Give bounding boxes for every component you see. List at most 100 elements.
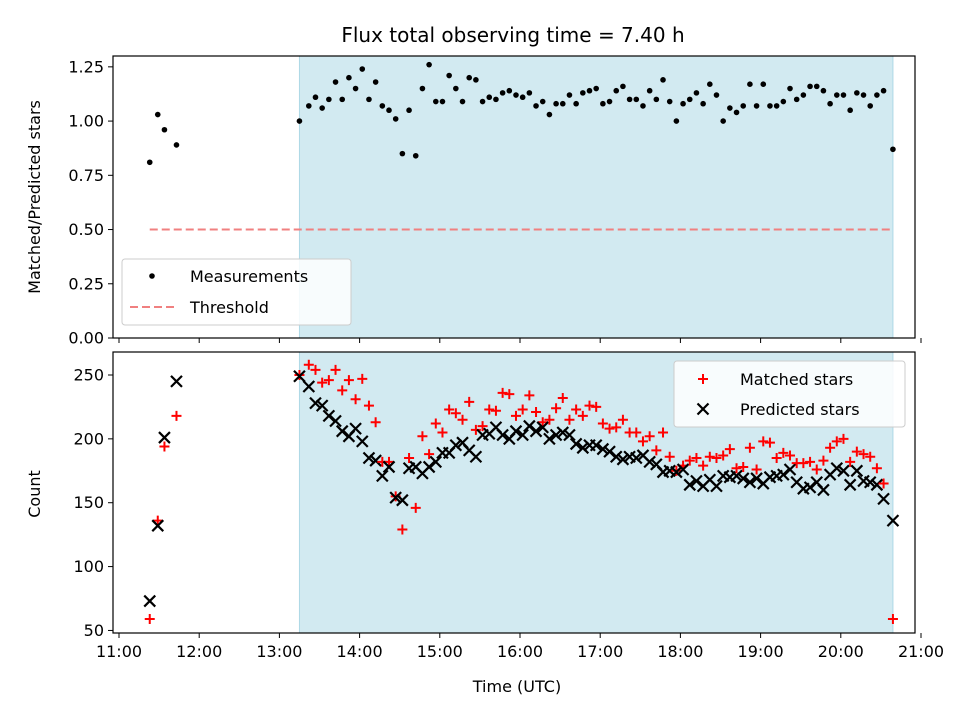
matched-star-point (871, 463, 882, 474)
matched-star-point (537, 417, 548, 428)
predicted-star-point (616, 453, 630, 466)
y-tick-label: 100 (73, 557, 104, 576)
matched-star-point (350, 394, 361, 405)
measurement-point (773, 103, 780, 109)
matched-star-point (343, 375, 354, 386)
matched-star-point (397, 524, 408, 535)
measurement-point (499, 90, 506, 96)
y-tick-label: 0.50 (68, 220, 104, 239)
y-tick-label: 150 (73, 493, 104, 512)
predicted-star-point (643, 455, 656, 469)
measurement-point (386, 107, 392, 114)
predicted-star-point (830, 461, 844, 475)
matched-star-point (738, 461, 749, 472)
measurement-point (640, 103, 646, 109)
measurement-point (867, 103, 874, 109)
measurement-point (366, 96, 372, 103)
matched-star-point (303, 359, 314, 370)
matched-star-point (531, 407, 542, 418)
predicted-star-point (496, 428, 509, 442)
measurement-point (379, 103, 386, 109)
matched-star-point (424, 449, 435, 460)
measurement-point (506, 87, 513, 94)
measurement-point (666, 98, 673, 105)
predicted-star-point (529, 424, 543, 438)
predicted-star-point (543, 432, 556, 446)
matched-star-point (845, 456, 856, 467)
measurement-point (646, 87, 653, 94)
measurement-point (780, 98, 787, 105)
measurement-point (332, 79, 339, 85)
matched-star-point (370, 417, 381, 428)
matched-star-point (858, 449, 869, 460)
predicted-star-point (603, 445, 616, 458)
predicted-star-point (315, 399, 329, 412)
predicted-star-point (563, 428, 576, 442)
matched-star-point (504, 389, 515, 400)
predicted-star-point (389, 491, 402, 504)
top-y-axis-label: Matched/Predicted stars (25, 100, 44, 294)
matched-star-point (691, 453, 702, 464)
predicted-star-point (589, 438, 603, 452)
predicted-star-point (523, 419, 536, 433)
measurement-point (613, 87, 620, 94)
matched-star-point (711, 453, 722, 464)
measurement-point (860, 92, 867, 98)
measurement-point (173, 142, 180, 148)
matched-star-point (684, 455, 695, 466)
predicted-star-point (676, 463, 690, 476)
x-tick-label: 14:00 (337, 642, 383, 661)
measurement-point (686, 96, 693, 103)
chart-title: Flux total observing time = 7.40 h (341, 23, 684, 47)
matched-star-point (524, 390, 535, 401)
matched-star-point (771, 453, 782, 464)
measurement-point (439, 98, 446, 105)
measurement-point (820, 87, 827, 94)
measurement-point (453, 85, 459, 92)
measurement-point (800, 92, 807, 98)
predicted-star-point (549, 428, 563, 442)
bottom-y-axis-label: Count (25, 470, 44, 518)
measurement-point (513, 92, 519, 98)
measurement-point (753, 103, 760, 109)
plot-frame (112, 55, 916, 339)
measurement-point (586, 87, 593, 94)
measurement-point (432, 98, 439, 105)
measurement-point (533, 103, 539, 109)
matched-star-point (477, 421, 488, 432)
measurement-point (787, 85, 793, 92)
matched-star-point (637, 436, 648, 447)
predicted-star-point (710, 479, 723, 493)
measurement-point (546, 111, 553, 118)
predicted-star-point (349, 422, 362, 435)
predicted-star-point (429, 455, 443, 469)
x-axis-label: Time (UTC) (472, 677, 561, 696)
matched-star-point (510, 410, 521, 421)
measurement-point (146, 159, 153, 166)
predicted-star-point (396, 493, 409, 507)
matched-star-point (404, 453, 415, 464)
measurement-point (890, 146, 896, 153)
predicted-star-point (569, 437, 583, 451)
matched-star-point (887, 613, 898, 624)
matched-star-point (744, 442, 755, 453)
x-tick-label: 12:00 (176, 642, 222, 661)
predicted-star-point (335, 424, 349, 438)
measurement-point (406, 107, 412, 114)
legend-plus-marker (698, 374, 708, 384)
measurement-point (526, 90, 533, 96)
predicted-star-point (843, 478, 857, 492)
matched-star-point (384, 456, 395, 467)
matched-star-point (865, 451, 876, 462)
predicted-star-point (863, 476, 877, 489)
measurement-point (580, 90, 586, 96)
matched-star-point (751, 464, 762, 475)
matched-star-point (644, 431, 655, 442)
matched-star-point (357, 373, 368, 384)
matched-star-point (544, 414, 555, 425)
legend-box (673, 360, 906, 428)
predicted-star-point (630, 451, 643, 465)
measurement-point (653, 96, 660, 103)
measurement-point (813, 83, 820, 90)
predicted-star-point (509, 424, 523, 438)
